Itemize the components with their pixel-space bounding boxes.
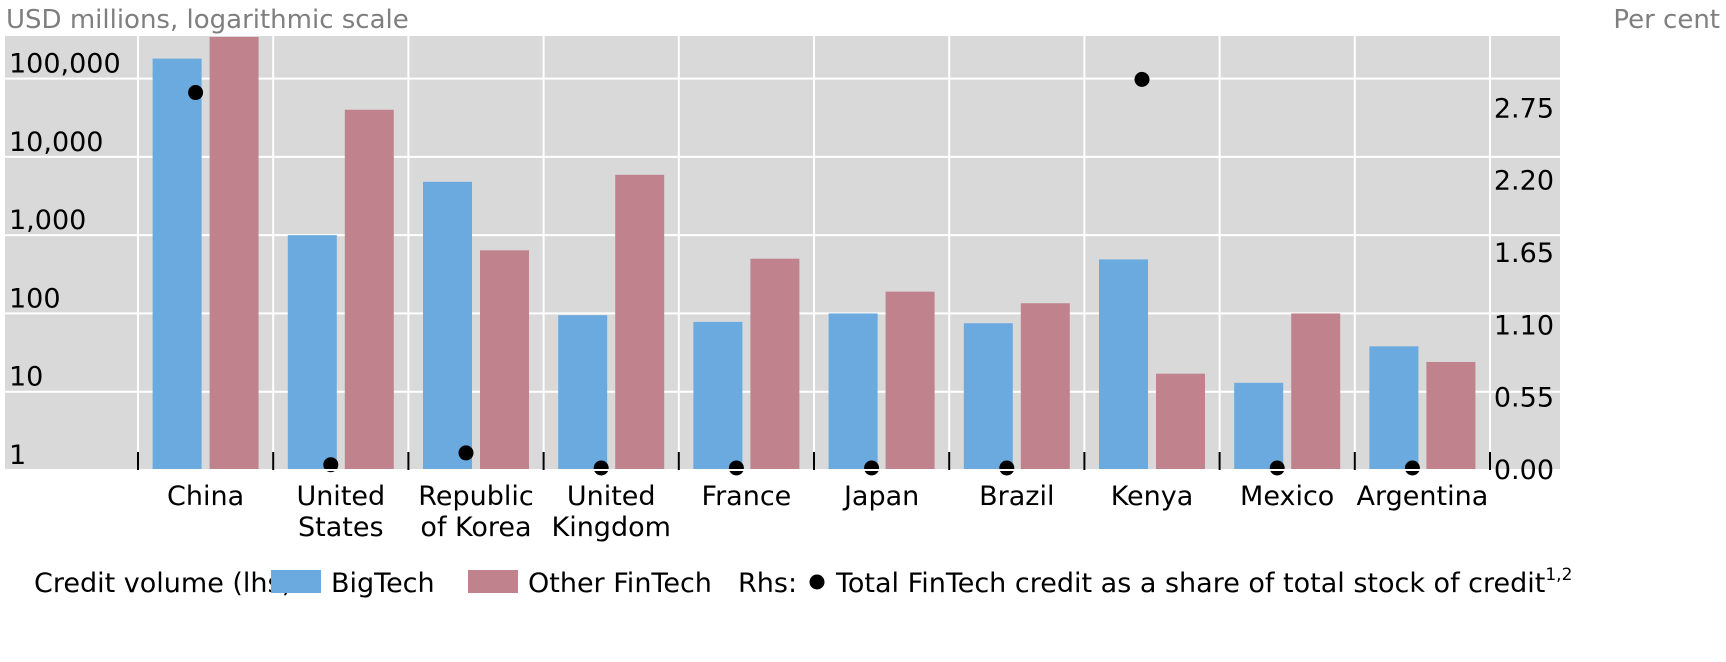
bar-other-fintech xyxy=(480,250,529,470)
bar-other-fintech xyxy=(885,291,935,470)
share-dot xyxy=(728,460,744,476)
y-right-tick-label: 1.65 xyxy=(1494,238,1554,269)
bar-other-fintech xyxy=(209,36,259,470)
category-label: France xyxy=(702,481,792,512)
legend-rhs-prefix: Rhs: xyxy=(738,568,797,599)
bar-bigtech xyxy=(693,321,743,470)
category-label: China xyxy=(167,481,244,512)
bar-other-fintech xyxy=(615,174,665,470)
legend-swatch-other-fintech xyxy=(468,570,518,593)
y-left-tick-label: 1,000 xyxy=(9,205,86,236)
bar-bigtech xyxy=(1369,346,1419,470)
bar-bigtech xyxy=(152,58,202,470)
bar-other-fintech xyxy=(750,258,800,470)
category-label: United xyxy=(567,481,656,512)
category-label: Argentina xyxy=(1357,481,1489,512)
legend-lhs-prefix: Credit volume (lhs): xyxy=(34,568,301,599)
category-label: Republic xyxy=(418,481,533,512)
share-dot xyxy=(1404,460,1420,476)
legend-label-share-superscript: 1,2 xyxy=(1545,565,1572,585)
bar-bigtech xyxy=(287,235,337,470)
category-label: of Korea xyxy=(420,512,531,543)
y-right-tick-label: 1.10 xyxy=(1494,310,1554,341)
bar-other-fintech xyxy=(344,109,394,470)
bar-bigtech xyxy=(558,315,608,470)
y-right-tick-label: 0.55 xyxy=(1494,383,1554,414)
y-right-tick-label: 0.00 xyxy=(1494,455,1554,486)
y-left-tick-label: 10,000 xyxy=(9,127,103,158)
y-left-tick-label: 100 xyxy=(9,283,61,314)
y-right-tick-label: 2.75 xyxy=(1494,93,1554,124)
share-dot xyxy=(1269,460,1285,476)
bar-other-fintech xyxy=(1156,373,1205,470)
y-left-tick-label: 10 xyxy=(9,362,43,393)
category-label: Mexico xyxy=(1240,481,1334,512)
category-label: States xyxy=(298,512,384,543)
right-axis-title: Per cent xyxy=(1613,5,1720,35)
y-left-tick-label: 1 xyxy=(9,440,26,471)
bar-other-fintech xyxy=(1291,313,1341,470)
share-dot xyxy=(593,460,609,476)
y-right-tick-label: 2.20 xyxy=(1494,166,1554,197)
share-dot xyxy=(999,460,1015,476)
share-dot xyxy=(188,85,204,101)
legend-label-share: Total FinTech credit as a share of total… xyxy=(835,565,1572,599)
bar-other-fintech xyxy=(1426,361,1476,470)
category-label: Brazil xyxy=(979,481,1054,512)
bar-bigtech xyxy=(423,181,472,470)
legend-swatch-bigtech xyxy=(271,570,321,593)
share-dot xyxy=(864,460,880,476)
bar-bigtech xyxy=(1099,259,1148,470)
category-label: Kingdom xyxy=(551,512,670,543)
share-dot xyxy=(1134,71,1150,87)
y-left-tick-label: 100,000 xyxy=(9,49,121,80)
category-label: Kenya xyxy=(1111,481,1194,512)
category-label: Japan xyxy=(842,481,919,512)
legend-label-other-fintech: Other FinTech xyxy=(528,568,712,599)
legend: Credit volume (lhs): BigTech Other FinTech… xyxy=(34,565,1572,599)
category-label: United xyxy=(296,481,385,512)
legend-dot xyxy=(809,574,825,590)
bar-bigtech xyxy=(963,323,1013,470)
legend-label-share-text: Total FinTech credit as a share of total… xyxy=(835,568,1545,599)
bar-other-fintech xyxy=(1020,303,1070,470)
left-axis-title: USD millions, logarithmic scale xyxy=(6,5,409,35)
bar-bigtech xyxy=(828,313,878,470)
bar-bigtech xyxy=(1234,382,1284,470)
share-dot xyxy=(323,457,339,473)
plot-area: 1 10 100 1,000 10,000 100,000 0.00 0.55 1.10 1.65… xyxy=(5,36,1560,543)
legend-label-bigtech: BigTech xyxy=(331,568,435,599)
share-dot xyxy=(458,445,474,461)
